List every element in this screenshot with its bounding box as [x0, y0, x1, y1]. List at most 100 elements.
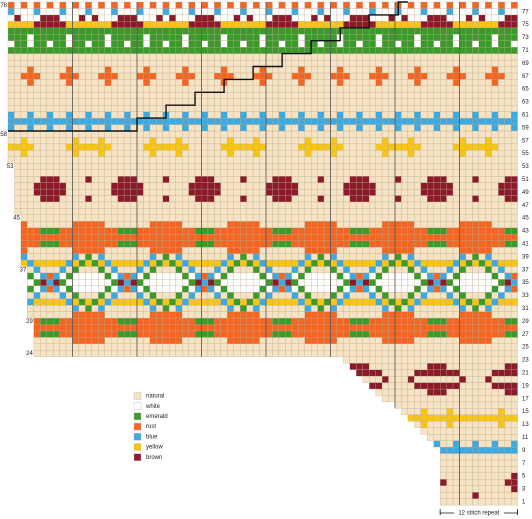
stitch — [207, 214, 215, 222]
stitch — [143, 1, 151, 9]
stitch — [452, 240, 460, 248]
stitch — [298, 343, 305, 351]
stitch — [349, 246, 357, 254]
stitch — [420, 137, 428, 145]
stitch — [478, 317, 486, 325]
stitch — [111, 285, 118, 293]
stitch — [98, 34, 105, 41]
stitch — [433, 105, 441, 112]
stitch — [362, 79, 370, 87]
stitch — [298, 1, 305, 9]
stitch — [349, 14, 357, 22]
stitch — [91, 53, 99, 61]
stitch — [498, 72, 505, 80]
stitch — [465, 195, 473, 203]
stitch — [498, 195, 505, 203]
stitch — [65, 117, 73, 125]
stitch — [298, 214, 305, 222]
stitch — [78, 330, 86, 338]
stitch — [46, 143, 54, 151]
stitch — [227, 105, 234, 112]
stitch — [169, 117, 176, 125]
stitch — [111, 182, 118, 190]
stitch — [498, 34, 505, 41]
stitch — [498, 343, 505, 351]
stitch — [401, 221, 409, 228]
stitch — [407, 175, 415, 183]
stitch — [375, 182, 383, 190]
stitch — [188, 350, 196, 357]
stitch — [323, 259, 331, 267]
stitch — [472, 169, 479, 177]
stitch — [343, 188, 350, 196]
stitch — [123, 182, 131, 190]
stitch — [498, 375, 505, 383]
row-number: 49 — [522, 190, 529, 196]
stitch — [401, 408, 409, 415]
stitch — [259, 337, 267, 344]
stitch — [130, 350, 138, 357]
stitch — [91, 337, 99, 344]
stitch — [317, 59, 325, 67]
stitch — [91, 201, 99, 209]
stitch — [472, 79, 479, 87]
stitch — [194, 266, 202, 274]
stitch — [40, 259, 47, 267]
stitch — [485, 343, 492, 351]
stitch — [504, 169, 512, 177]
stitch — [498, 1, 505, 9]
stitch — [298, 253, 305, 261]
stitch — [459, 150, 467, 157]
stitch — [207, 72, 215, 80]
stitch — [175, 92, 183, 99]
stitch — [485, 34, 492, 41]
stitch — [472, 175, 479, 183]
stitch — [381, 34, 389, 41]
stitch — [143, 324, 151, 332]
stitch — [104, 1, 112, 9]
stitch — [298, 92, 305, 99]
stitch — [394, 156, 402, 164]
stitch — [375, 195, 383, 203]
stitch — [420, 356, 428, 364]
stitch — [362, 337, 370, 344]
stitch — [298, 201, 305, 209]
stitch — [91, 34, 99, 41]
stitch — [117, 285, 125, 293]
stitch — [439, 433, 447, 441]
stitch — [240, 117, 247, 125]
stitch — [46, 79, 54, 87]
stitch — [130, 253, 138, 261]
stitch — [156, 79, 163, 87]
stitch — [227, 208, 234, 215]
stitch — [452, 324, 460, 332]
stitch — [485, 304, 492, 312]
stitch — [143, 34, 151, 41]
stitch — [452, 208, 460, 215]
stitch — [175, 53, 183, 61]
stitch — [117, 182, 125, 190]
stitch — [117, 105, 125, 112]
stitch — [27, 292, 34, 299]
stitch — [220, 150, 228, 157]
stitch — [233, 105, 241, 112]
stitch — [156, 21, 163, 28]
stitch — [117, 150, 125, 157]
stitch — [452, 363, 460, 370]
stitch — [181, 227, 189, 235]
stitch — [362, 130, 370, 138]
stitch — [491, 298, 499, 306]
stitch — [33, 14, 41, 22]
stitch — [259, 272, 267, 280]
stitch — [259, 240, 267, 248]
stitch — [381, 388, 389, 396]
stitch — [343, 279, 350, 286]
stitch — [343, 195, 350, 203]
stitch — [188, 66, 196, 74]
stitch — [14, 47, 22, 54]
stitch — [246, 85, 254, 93]
stitch — [46, 85, 54, 93]
stitch — [485, 279, 492, 286]
stitch — [446, 259, 454, 267]
stitch — [381, 208, 389, 215]
